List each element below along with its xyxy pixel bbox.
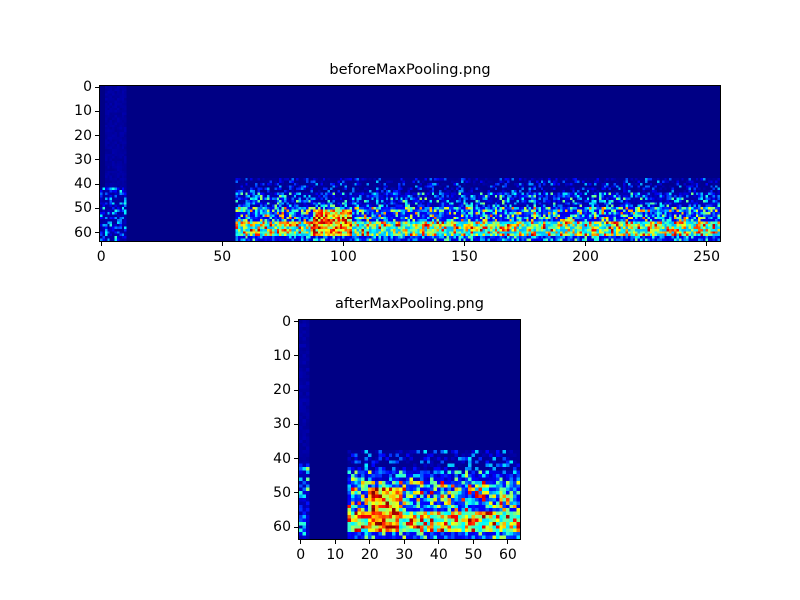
x-tick-label: 40	[429, 547, 448, 563]
y-tick-label: 20	[273, 382, 291, 399]
x-tick-mark	[706, 241, 708, 246]
y-tick-label: 60	[74, 224, 92, 241]
heatmap-image-after	[299, 320, 520, 539]
x-tick-label: 0	[96, 249, 106, 265]
axes-after-maxpooling: afterMaxPooling.png 0 10 20 30 40 50 60 0 10 20 30…	[273, 296, 521, 563]
x-tick-label: 50	[464, 547, 483, 563]
y-tick-mark	[294, 458, 299, 460]
y-tick-mark	[95, 232, 100, 234]
y-tick-label: 40	[74, 176, 92, 193]
x-tick-mark	[438, 539, 440, 544]
x-tick-mark	[369, 539, 371, 544]
x-tick-label: 10	[326, 547, 345, 563]
y-tick-label: 10	[74, 103, 92, 120]
y-tick-label: 0	[83, 79, 92, 96]
y-tick-mark	[95, 183, 100, 185]
y-tick-label: 30	[74, 151, 92, 168]
y-tick-mark	[294, 492, 299, 494]
x-tick-mark	[300, 539, 302, 544]
y-tick-mark	[95, 86, 100, 88]
y-tick-mark	[95, 135, 100, 137]
y-tick-label: 10	[273, 347, 291, 364]
x-tick-label: 60	[498, 547, 517, 563]
y-tick-mark	[294, 321, 299, 323]
y-tick-mark	[294, 389, 299, 391]
y-tick-mark	[294, 355, 299, 357]
y-tick-mark	[95, 159, 100, 161]
y-tick-mark	[95, 207, 100, 209]
x-tick-mark	[100, 241, 102, 246]
x-tick-mark	[507, 539, 509, 544]
x-tick-mark	[221, 241, 223, 246]
x-tick-label: 30	[395, 547, 414, 563]
y-tick-label: 50	[74, 200, 92, 217]
y-tick-label: 50	[273, 484, 291, 501]
y-tick-label: 30	[273, 416, 291, 433]
y-tick-label: 0	[282, 313, 291, 330]
axes-before-maxpooling: beforeMaxPooling.png 0 50 100 150 200 250 0 10 2…	[74, 62, 721, 265]
x-tick-label: 50	[213, 249, 232, 265]
x-tick-mark	[342, 241, 344, 246]
x-tick-mark	[403, 539, 405, 544]
x-tick-mark	[585, 241, 587, 246]
x-tick-label: 20	[360, 547, 379, 563]
y-tick-label: 60	[273, 519, 291, 536]
y-tick-mark	[95, 110, 100, 112]
y-tick-label: 20	[74, 127, 92, 144]
y-tick-mark	[294, 423, 299, 425]
x-tick-label: 250	[693, 249, 721, 265]
x-tick-label: 100	[330, 249, 357, 265]
chart-title-after: afterMaxPooling.png	[335, 296, 484, 312]
heatmap-image-before	[100, 86, 720, 241]
x-tick-label: 200	[572, 249, 599, 265]
x-tick-mark	[472, 539, 474, 544]
y-tick-mark	[294, 526, 299, 528]
x-tick-mark	[463, 241, 465, 246]
chart-title-before: beforeMaxPooling.png	[329, 62, 491, 78]
y-tick-label: 40	[273, 450, 291, 467]
x-tick-label: 150	[451, 249, 478, 265]
x-tick-label: 0	[296, 547, 306, 563]
x-tick-mark	[334, 539, 336, 544]
